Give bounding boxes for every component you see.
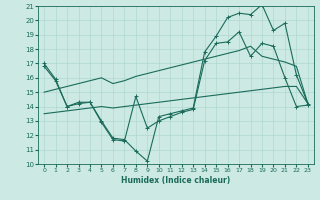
X-axis label: Humidex (Indice chaleur): Humidex (Indice chaleur)	[121, 176, 231, 185]
